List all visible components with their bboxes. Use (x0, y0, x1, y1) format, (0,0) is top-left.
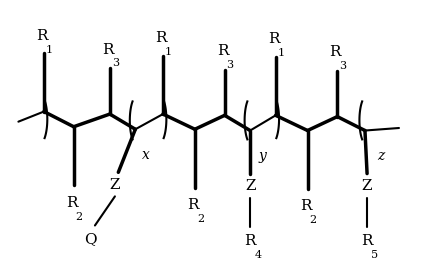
Text: R: R (361, 234, 373, 248)
Text: R: R (36, 28, 48, 43)
Text: Q: Q (84, 232, 97, 246)
Text: R: R (330, 45, 341, 59)
Text: 3: 3 (226, 60, 234, 70)
Text: 1: 1 (46, 45, 53, 55)
Text: R: R (187, 198, 199, 212)
Text: Z: Z (110, 178, 120, 192)
Text: 4: 4 (254, 250, 262, 260)
Text: y: y (259, 149, 267, 163)
Text: R: R (66, 196, 77, 210)
Text: R: R (300, 199, 311, 213)
Text: 1: 1 (278, 48, 285, 58)
Text: x: x (142, 147, 150, 162)
Text: 2: 2 (309, 215, 317, 226)
Text: Z: Z (245, 179, 256, 193)
Text: R: R (217, 44, 228, 58)
Text: R: R (268, 32, 279, 46)
Text: z: z (377, 149, 385, 163)
Text: 5: 5 (371, 250, 378, 260)
Text: Z: Z (362, 179, 372, 193)
Text: 1: 1 (165, 47, 172, 57)
Text: 3: 3 (112, 58, 119, 68)
Text: 3: 3 (339, 61, 346, 71)
Text: R: R (155, 31, 166, 45)
Text: R: R (102, 43, 113, 56)
Text: R: R (244, 234, 256, 248)
Text: 2: 2 (197, 214, 204, 224)
Text: 2: 2 (76, 212, 83, 222)
